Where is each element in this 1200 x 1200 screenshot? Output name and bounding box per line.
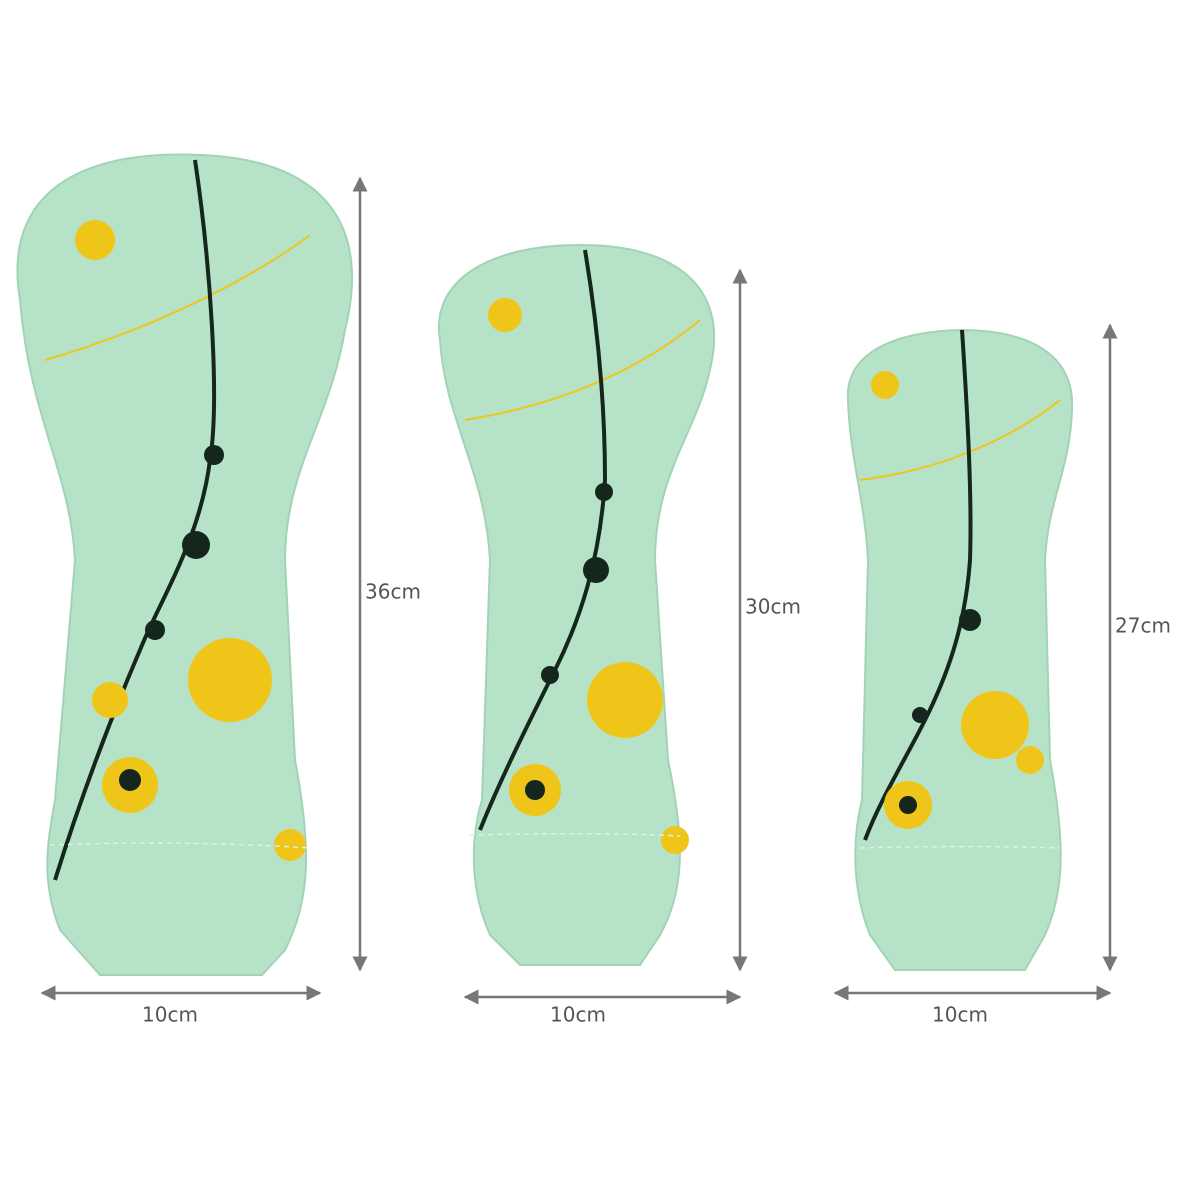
- headcover-large: [16, 153, 353, 976]
- headcover-medium: [437, 243, 716, 966]
- height-label: 30cm: [745, 595, 801, 619]
- width-label: 10cm: [550, 1003, 606, 1027]
- width-label: 10cm: [142, 1003, 198, 1027]
- headcover-small: [846, 328, 1074, 971]
- width-label: 10cm: [932, 1003, 988, 1027]
- height-label: 36cm: [365, 580, 421, 604]
- height-label: 27cm: [1115, 614, 1171, 638]
